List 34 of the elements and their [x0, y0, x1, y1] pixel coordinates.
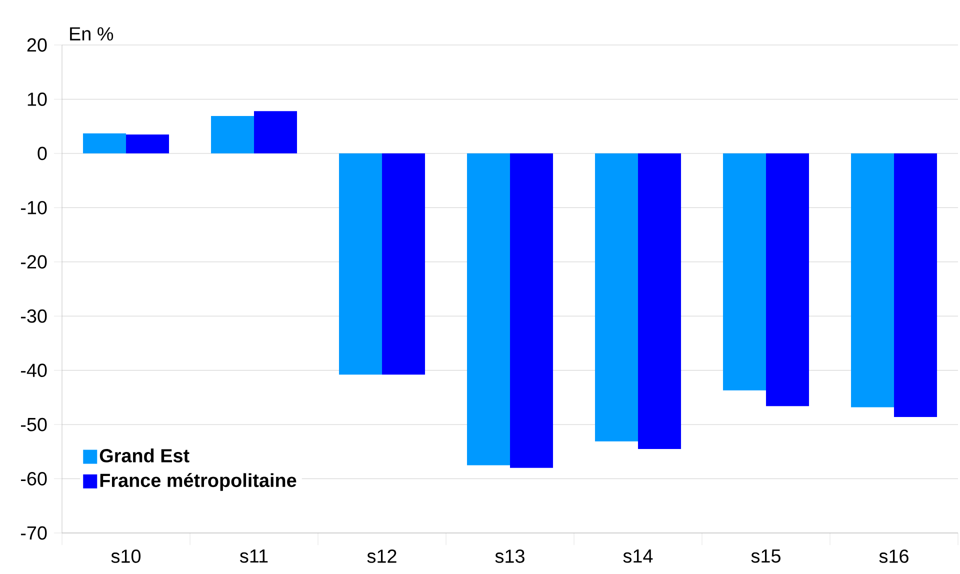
- y-tick-label: 10: [28, 92, 47, 106]
- y-tick-label: -40: [20, 364, 47, 378]
- y-tick-label: -60: [20, 472, 47, 486]
- y-axis-title: En %: [70, 27, 114, 40]
- bar: [510, 153, 554, 468]
- bar: [723, 153, 766, 390]
- legend-label: France métropolitaine: [100, 473, 296, 491]
- bar: [851, 153, 894, 408]
- y-tick-label: 0: [38, 146, 47, 160]
- legend-label: Grand Est: [100, 448, 190, 462]
- bar: [339, 153, 382, 375]
- x-tick-label: s16: [879, 549, 908, 563]
- bar: [638, 153, 682, 449]
- bar: [254, 111, 298, 154]
- y-tick-label: 20: [27, 38, 47, 52]
- bar: [595, 153, 638, 442]
- y-tick-label: -10: [20, 200, 47, 214]
- x-tick-label: s10: [111, 549, 141, 563]
- bar: [126, 134, 170, 154]
- x-tick-label: s13: [495, 549, 524, 563]
- x-tick-label: s14: [623, 550, 653, 563]
- bar: [382, 153, 426, 375]
- x-tick-label: s11: [240, 550, 268, 563]
- bar: [211, 116, 254, 154]
- y-tick-label: -20: [20, 255, 47, 269]
- bar: [467, 153, 510, 466]
- y-tick-label: -30: [20, 309, 47, 323]
- bar: [766, 153, 810, 406]
- x-tick-label: s15: [751, 550, 780, 563]
- y-tick-label: -70: [20, 526, 47, 540]
- bar: [83, 133, 126, 154]
- y-tick-label: -50: [20, 418, 47, 432]
- x-tick-label: s12: [367, 549, 396, 563]
- bar: [894, 153, 938, 417]
